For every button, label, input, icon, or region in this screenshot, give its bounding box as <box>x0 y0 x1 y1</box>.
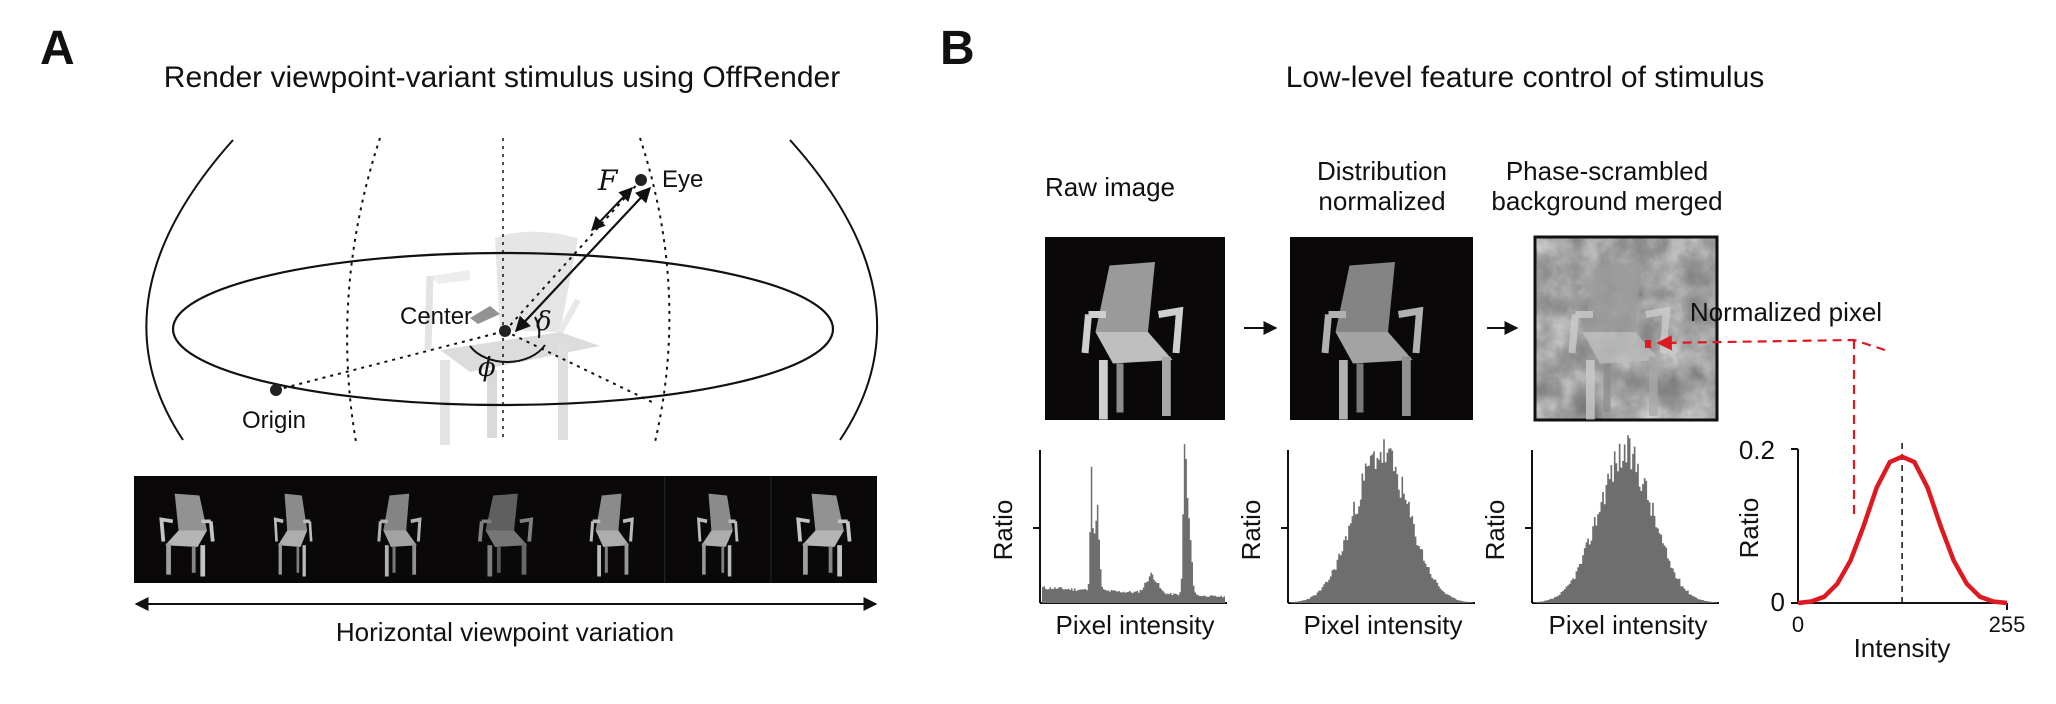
histogram-scrambled <box>1525 435 1719 604</box>
hist-1-xlabel: Pixel intensity <box>1056 610 1215 640</box>
histogram-normalized <box>1281 439 1475 604</box>
chart-xlabel: Intensity <box>1854 633 1951 663</box>
chart-ylabel: Ratio <box>1734 498 1764 559</box>
hist-3-xlabel: Pixel intensity <box>1549 610 1708 640</box>
origin-point <box>270 384 282 396</box>
panel-b-title: Low-level feature control of stimulus <box>1286 61 1765 94</box>
eye-point <box>635 174 647 186</box>
chair-3d-model <box>424 231 600 445</box>
step-2-title-line-2: normalized <box>1318 186 1445 216</box>
center-point <box>499 325 511 337</box>
delta-label: δ <box>536 307 552 337</box>
step-2-title-line-1: Distribution <box>1317 156 1447 186</box>
step-3-title-line-2: background merged <box>1491 186 1722 216</box>
step-1-title: Raw image <box>1045 172 1175 202</box>
chart-y-tick-zero: 0 <box>1771 587 1785 617</box>
center-label: Center <box>400 303 472 330</box>
panel-a-title: Render viewpoint-variant stimulus using … <box>164 61 840 94</box>
strip-caption: Horizontal viewpoint variation <box>336 617 674 647</box>
origin-label: Origin <box>242 407 306 434</box>
panel-a-letter: A <box>40 22 75 75</box>
scrambled-background-image <box>1533 235 1719 420</box>
phi-label: ϕ <box>478 353 496 383</box>
gaussian-curve <box>1797 454 2008 606</box>
selected-pixel-marker <box>1645 340 1651 348</box>
f-label: F <box>597 164 619 197</box>
hist-2-ylabel: Ratio <box>1236 500 1266 561</box>
hist-3-ylabel: Ratio <box>1480 500 1510 561</box>
hist-1-ylabel: Ratio <box>988 500 1018 561</box>
eye-label: Eye <box>662 166 703 193</box>
viewpoint-strip-chairs <box>159 476 852 583</box>
panel-b-letter: B <box>940 22 975 75</box>
raw-image <box>1045 237 1225 420</box>
normalized-image <box>1290 237 1473 420</box>
chart-y-tick-top: 0.2 <box>1739 435 1775 465</box>
histogram-raw <box>1033 444 1227 604</box>
intensity-distribution-chart <box>1791 443 2008 610</box>
chart-x-tick-max: 255 <box>1989 612 2026 637</box>
hist-2-xlabel: Pixel intensity <box>1304 610 1463 640</box>
normalized-pixel-label: Normalized pixel <box>1690 297 1882 327</box>
step-3-title-line-1: Phase-scrambled <box>1506 156 1708 186</box>
viewpoint-sphere-diagram: Eye Center Origin F δ ϕ <box>145 137 878 445</box>
chart-x-tick-min: 0 <box>1792 612 1804 637</box>
